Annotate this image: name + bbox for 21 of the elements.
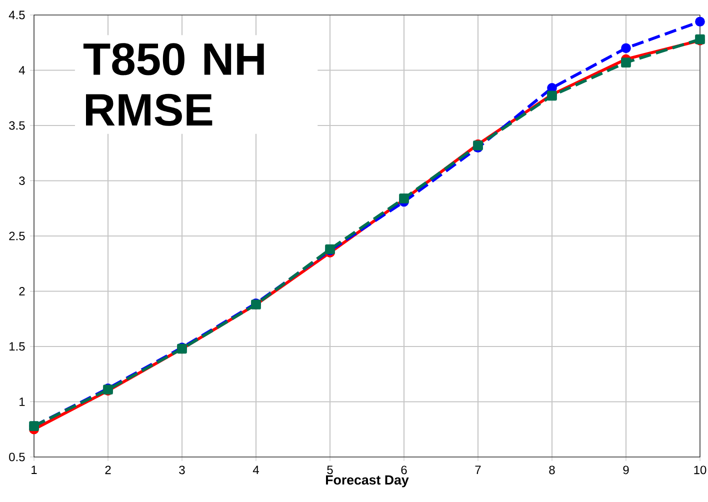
x-tick-label: 9 [623, 466, 629, 474]
y-tick-label: 0.5 [9, 452, 25, 462]
y-tick-label: 1 [20, 398, 25, 406]
y-tick-label: 4 [18, 66, 25, 74]
x-tick-label: 7 [475, 466, 481, 474]
y-tick-label: 3.5 [9, 121, 25, 130]
x-axis-title: Forecast Day [326, 475, 409, 488]
x-tick-label: 3 [179, 466, 185, 474]
y-tick-label: 3 [19, 176, 25, 185]
y-tick-label: 2.5 [9, 232, 25, 240]
y-tick-label: 1.5 [10, 342, 25, 351]
x-tick-label: 10 [694, 466, 706, 474]
x-tick-label: 5 [327, 466, 333, 474]
x-tick-label: 2 [105, 466, 111, 474]
x-tick-label: 8 [549, 466, 555, 474]
text: T850 NH RMSE [83, 43, 264, 126]
y-tick-label: 4.5 [8, 10, 25, 20]
x-tick-label: 1 [32, 466, 37, 474]
x-tick-label: 6 [401, 466, 407, 474]
x-tick-label: 4 [252, 466, 259, 474]
y-tick-label: 2 [19, 287, 25, 296]
